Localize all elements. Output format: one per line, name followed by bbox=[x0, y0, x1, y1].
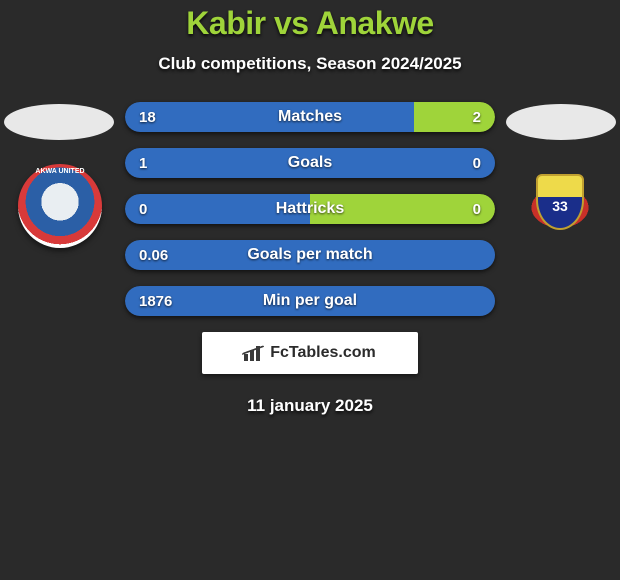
subtitle: Club competitions, Season 2024/2025 bbox=[0, 54, 620, 74]
club-left-name: AKWA UNITED bbox=[18, 168, 102, 175]
stat-row: 0.06Goals per match bbox=[125, 240, 495, 270]
stat-label: Goals per match bbox=[125, 240, 495, 270]
stat-row: 182Matches bbox=[125, 102, 495, 132]
club-right-number: 33 bbox=[518, 198, 602, 214]
stat-row: 00Hattricks bbox=[125, 194, 495, 224]
brand-text: FcTables.com bbox=[270, 344, 376, 362]
stat-label: Goals bbox=[125, 148, 495, 178]
stat-label: Hattricks bbox=[125, 194, 495, 224]
stat-row: 10Goals bbox=[125, 148, 495, 178]
stat-row: 1876Min per goal bbox=[125, 286, 495, 316]
comparison-infographic: Kabir vs Anakwe Club competitions, Seaso… bbox=[0, 0, 620, 580]
stat-label: Matches bbox=[125, 102, 495, 132]
player-right-avatar bbox=[506, 104, 616, 140]
player-left-avatar bbox=[4, 104, 114, 140]
club-right-badge: 33 bbox=[518, 164, 602, 248]
brand-badge: FcTables.com bbox=[202, 332, 418, 374]
chart-icon bbox=[244, 345, 264, 361]
stat-label: Min per goal bbox=[125, 286, 495, 316]
stat-bars: 182Matches 10Goals 00Hattricks 0.06Goals pe… bbox=[125, 102, 495, 316]
page-title: Kabir vs Anakwe bbox=[0, 5, 620, 42]
club-left-badge: AKWA UNITED bbox=[18, 164, 102, 248]
date-label: 11 january 2025 bbox=[0, 396, 620, 416]
main-area: AKWA UNITED 33 182Matches 10Goals 00Hattri… bbox=[0, 102, 620, 416]
